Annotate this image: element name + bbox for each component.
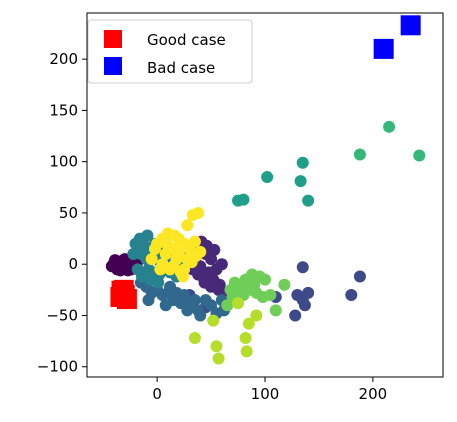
data-point: [198, 276, 211, 289]
data-point: [159, 299, 172, 312]
legend-label-bad-case: Bad case: [147, 59, 215, 77]
data-point: [264, 288, 277, 301]
data-point: [189, 250, 202, 263]
data-point: [168, 229, 181, 242]
data-point: [242, 317, 255, 330]
data-point: [110, 287, 131, 308]
data-point: [278, 278, 291, 291]
data-point: [383, 120, 396, 133]
x-axis: 0 100 200: [152, 377, 387, 403]
y-tick-label: 0: [68, 255, 78, 273]
data-point: [261, 171, 274, 184]
data-point: [345, 288, 358, 301]
data-point: [192, 206, 205, 219]
data-point: [296, 261, 309, 274]
data-point: [294, 175, 307, 188]
data-point: [188, 235, 201, 248]
data-point: [188, 294, 201, 307]
data-point: [127, 247, 140, 260]
data-point: [145, 253, 158, 266]
data-point: [289, 309, 302, 322]
data-point: [232, 297, 245, 310]
y-tick-label: 50: [59, 204, 78, 222]
y-tick-label: −50: [46, 306, 78, 324]
data-point: [188, 332, 201, 345]
data-point: [298, 299, 311, 312]
legend: Good case Bad case: [87, 19, 253, 84]
data-point: [177, 270, 190, 283]
data-point: [302, 286, 315, 299]
x-tick-label: 100: [251, 385, 280, 403]
data-point: [210, 340, 223, 353]
y-tick-label: 100: [49, 153, 78, 171]
data-point: [154, 263, 167, 276]
data-point: [353, 148, 366, 161]
data-point: [353, 270, 366, 283]
data-point: [117, 255, 130, 268]
data-point: [250, 309, 263, 322]
data-point: [269, 304, 282, 317]
legend-marker-good-case: [104, 30, 122, 48]
data-point: [159, 247, 172, 260]
points-layer: [105, 15, 426, 365]
y-tick-label: 150: [49, 101, 78, 119]
data-point: [302, 194, 315, 207]
data-point: [400, 15, 421, 36]
data-point: [215, 258, 228, 271]
data-point: [148, 242, 161, 255]
legend-box: [87, 19, 253, 84]
data-point: [413, 149, 426, 162]
data-point: [181, 219, 194, 232]
data-point: [167, 260, 180, 273]
data-point: [239, 332, 252, 345]
data-point: [224, 283, 237, 296]
data-point: [194, 309, 207, 322]
data-point: [240, 345, 253, 358]
y-tick-label: 200: [49, 50, 78, 68]
data-point: [152, 276, 165, 289]
data-point: [164, 280, 177, 293]
legend-marker-bad-case: [104, 57, 122, 75]
x-tick-label: 0: [152, 385, 162, 403]
data-point: [205, 253, 218, 266]
data-point: [296, 156, 309, 169]
data-point: [373, 38, 394, 59]
legend-label-good-case: Good case: [147, 31, 226, 49]
y-tick-label: −100: [37, 358, 78, 376]
data-point: [181, 304, 194, 317]
x-tick-label: 200: [359, 385, 388, 403]
data-point: [142, 294, 155, 307]
data-point: [212, 352, 225, 365]
data-point: [208, 243, 221, 256]
data-point: [141, 229, 154, 242]
data-point: [207, 314, 220, 327]
data-point: [237, 193, 250, 206]
y-axis: −100 −50 0 50 100 150 200: [37, 50, 87, 376]
data-point: [172, 247, 185, 260]
data-point: [221, 299, 234, 312]
data-point: [259, 273, 271, 286]
